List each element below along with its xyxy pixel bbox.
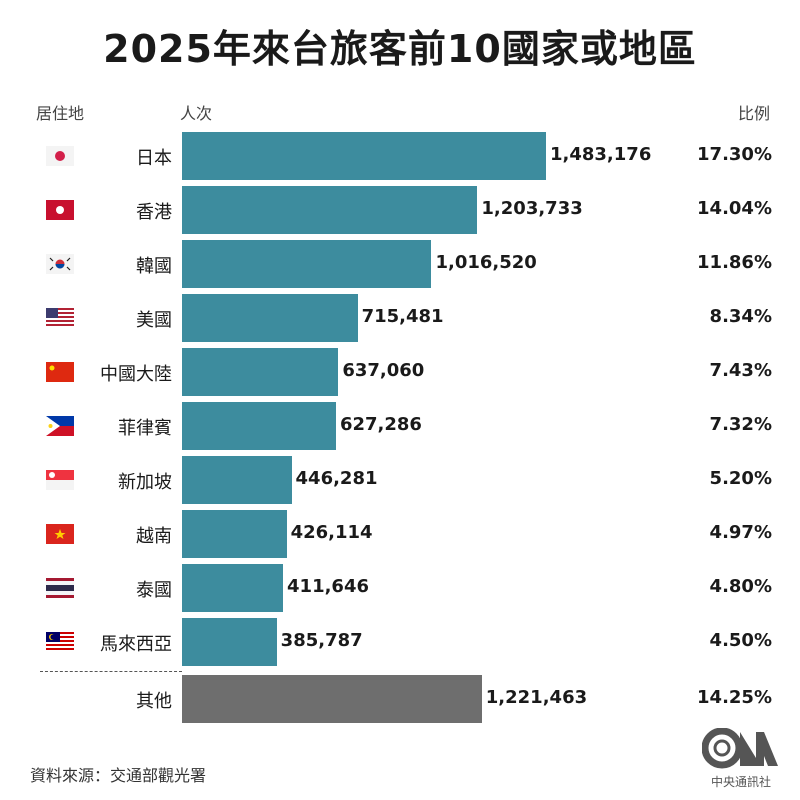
hong-kong-flag-icon bbox=[46, 200, 74, 220]
category-label: 日本 bbox=[136, 148, 172, 169]
chart-row: 泰國 411,646 4.80% bbox=[0, 564, 800, 612]
share-label: 17.30% bbox=[697, 144, 772, 165]
category-label: 韓國 bbox=[136, 256, 172, 277]
bar bbox=[182, 186, 478, 234]
category-label: 越南 bbox=[136, 526, 172, 547]
value-label: 385,787 bbox=[280, 630, 363, 651]
value-label: 1,483,176 bbox=[550, 144, 652, 165]
value-label: 715,481 bbox=[361, 306, 444, 327]
value-label: 627,286 bbox=[339, 414, 422, 435]
chart-row: 越南 426,114 4.97% bbox=[0, 510, 800, 558]
chart-row: 其他 1,221,463 14.25% bbox=[0, 675, 800, 723]
share-label: 8.34% bbox=[709, 306, 772, 327]
bar bbox=[182, 240, 432, 288]
bar bbox=[182, 402, 336, 450]
category-label: 中國大陸 bbox=[100, 364, 172, 385]
vietnam-flag-icon bbox=[46, 524, 74, 544]
share-label: 4.80% bbox=[709, 576, 772, 597]
chart-row: 新加坡 446,281 5.20% bbox=[0, 456, 800, 504]
share-label: 14.25% bbox=[697, 687, 772, 708]
bar bbox=[182, 675, 482, 723]
chart-row: 香港 1,203,733 14.04% bbox=[0, 186, 800, 234]
value-label: 637,060 bbox=[342, 360, 425, 381]
share-label: 4.50% bbox=[709, 630, 772, 651]
category-label: 新加坡 bbox=[118, 472, 172, 493]
share-label: 7.43% bbox=[709, 360, 772, 381]
category-label: 菲律賓 bbox=[118, 418, 172, 439]
category-label: 其他 bbox=[136, 691, 172, 712]
bar bbox=[182, 618, 277, 666]
value-label: 411,646 bbox=[287, 576, 369, 597]
bar bbox=[182, 456, 292, 504]
category-label: 美國 bbox=[136, 310, 172, 331]
value-label: 1,016,520 bbox=[435, 252, 537, 273]
chart-row: 菲律賓 627,286 7.32% bbox=[0, 402, 800, 450]
chart-row: 美國 715,481 8.34% bbox=[0, 294, 800, 342]
header-visitors: 人次 bbox=[180, 104, 213, 123]
category-label: 馬來西亞 bbox=[100, 634, 172, 655]
china-flag-icon bbox=[46, 362, 74, 382]
cna-logo: 中央通訊社 bbox=[701, 727, 780, 794]
bar bbox=[182, 510, 287, 558]
malaysia-flag-icon bbox=[46, 632, 74, 652]
share-label: 4.97% bbox=[709, 522, 772, 543]
separator-line bbox=[40, 671, 182, 672]
source-note: 資料來源：交通部觀光署 bbox=[30, 766, 207, 785]
value-label: 1,203,733 bbox=[481, 198, 583, 219]
south-korea-flag-icon bbox=[46, 254, 74, 274]
value-label: 446,281 bbox=[295, 468, 378, 489]
category-label: 香港 bbox=[136, 202, 172, 223]
share-label: 5.20% bbox=[709, 468, 772, 489]
bar bbox=[182, 564, 284, 612]
chart-row: 馬來西亞 385,787 4.50% bbox=[0, 618, 800, 666]
value-label: 1,221,463 bbox=[485, 687, 588, 708]
philippines-flag-icon bbox=[46, 416, 74, 436]
value-label: 426,114 bbox=[290, 522, 373, 543]
bar bbox=[182, 348, 339, 396]
logo-subtitle: 中央通訊社 bbox=[711, 774, 771, 789]
header-share: 比例 bbox=[737, 104, 770, 123]
chart-row: 日本 1,483,176 17.30% bbox=[0, 132, 800, 180]
thailand-flag-icon bbox=[46, 578, 74, 598]
singapore-flag-icon bbox=[46, 470, 74, 490]
bar bbox=[182, 132, 546, 180]
chart-title: 2025年來台旅客前10國家或地區 bbox=[103, 27, 697, 71]
share-label: 7.32% bbox=[709, 414, 772, 435]
header-residence: 居住地 bbox=[36, 104, 85, 123]
japan-flag-icon bbox=[46, 146, 74, 166]
chart-row: 中國大陸 637,060 7.43% bbox=[0, 348, 800, 396]
share-label: 11.86% bbox=[697, 252, 772, 273]
usa-flag-icon bbox=[46, 308, 74, 328]
chart-row: 韓國 1,016,520 11.86% bbox=[0, 240, 800, 288]
bar bbox=[182, 294, 358, 342]
share-label: 14.04% bbox=[697, 198, 772, 219]
category-label: 泰國 bbox=[136, 580, 172, 601]
